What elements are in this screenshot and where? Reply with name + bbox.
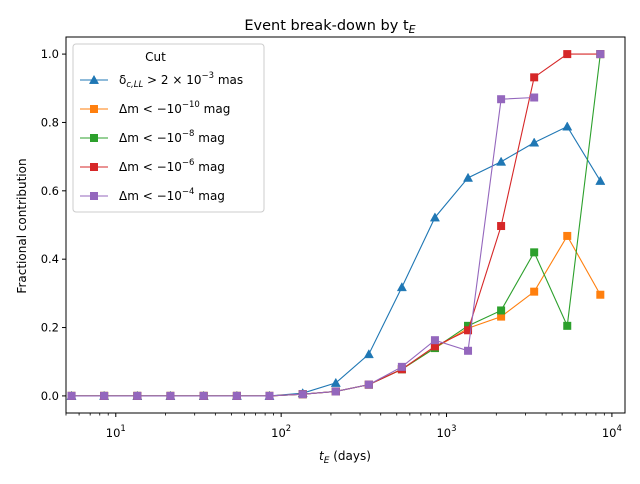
data-point <box>464 326 473 335</box>
y-tick-label: 0.8 <box>41 115 59 129</box>
legend-item-5: Δm < −10−4 mag <box>80 187 225 203</box>
y-tick-label: 1.0 <box>41 47 59 61</box>
x-tick-label: 103 <box>436 424 456 440</box>
axes-layer: 0.0 0.2 0.4 0.6 0.8 1.0 101 102 103 104 <box>41 36 626 440</box>
legend-item-4: Δm < −10−6 mag <box>80 158 225 174</box>
data-point <box>530 248 539 257</box>
data-point <box>563 321 572 330</box>
legend: Cut δc,LL > 2 × 10−3 mas Δm < −10−10 mag Δm… <box>72 43 265 213</box>
data-point <box>166 391 175 400</box>
legend-item-2: Δm < −10−10 mag <box>80 100 230 116</box>
data-point <box>430 336 439 345</box>
legend-item-1: δc,LL > 2 × 10−3 mas <box>80 71 243 90</box>
data-point <box>497 312 506 321</box>
legend-marker <box>88 74 100 84</box>
data-point <box>563 50 572 59</box>
legend-marker <box>90 163 98 171</box>
data-point <box>430 342 439 351</box>
legend-label: Δm < −10−4 mag <box>119 187 225 203</box>
plot-layer <box>66 50 606 400</box>
data-point <box>330 377 341 387</box>
data-point <box>529 137 540 147</box>
data-point <box>199 391 208 400</box>
data-point <box>530 287 539 296</box>
x-tick-label: 102 <box>271 424 291 440</box>
data-point <box>265 391 274 400</box>
data-point <box>530 73 539 82</box>
data-point <box>464 346 473 355</box>
legend-marker <box>90 192 98 200</box>
legend-label: δc,LL > 2 × 10−3 mas <box>119 71 243 90</box>
data-point <box>596 290 605 299</box>
data-point <box>364 380 373 389</box>
data-point <box>67 391 76 400</box>
series-5 <box>67 50 605 400</box>
data-point <box>396 282 407 292</box>
x-axis-label: tE (days) <box>319 449 371 466</box>
data-point <box>497 306 506 315</box>
legend-label: Δm < −10−10 mag <box>119 100 230 116</box>
legend-box <box>72 43 265 213</box>
data-point <box>463 172 474 182</box>
legend-marker <box>90 134 98 142</box>
y-tick-label: 0.2 <box>41 321 59 335</box>
legend-label: Δm < −10−6 mag <box>119 158 225 174</box>
data-point <box>530 93 539 102</box>
legend-label: Δm < −10−8 mag <box>119 129 225 145</box>
data-point <box>397 362 406 371</box>
legend-marker <box>90 105 98 113</box>
y-axis-label: Fractional contribution <box>15 158 29 293</box>
data-point <box>133 391 142 400</box>
data-point <box>596 50 605 59</box>
y-tick-label: 0.0 <box>41 389 59 403</box>
x-tick-label: 104 <box>602 424 622 440</box>
data-point <box>100 391 109 400</box>
axes-frame <box>65 36 626 414</box>
data-point <box>562 121 573 131</box>
legend-item-3: Δm < −10−8 mag <box>80 129 225 145</box>
data-point <box>496 156 507 166</box>
data-point <box>563 231 572 240</box>
data-point <box>232 391 241 400</box>
data-point <box>363 349 374 359</box>
data-point <box>429 212 440 222</box>
chart-title: Event break-down by tE <box>244 18 415 36</box>
data-point <box>497 222 506 231</box>
y-tick-label: 0.4 <box>41 252 59 266</box>
data-point <box>298 390 307 399</box>
data-point <box>497 95 506 104</box>
legend-title: Cut <box>145 50 166 64</box>
data-point <box>595 175 606 185</box>
x-tick-label: 101 <box>106 424 126 440</box>
y-tick-label: 0.6 <box>41 184 59 198</box>
data-point <box>331 387 340 396</box>
data-point <box>464 321 473 330</box>
